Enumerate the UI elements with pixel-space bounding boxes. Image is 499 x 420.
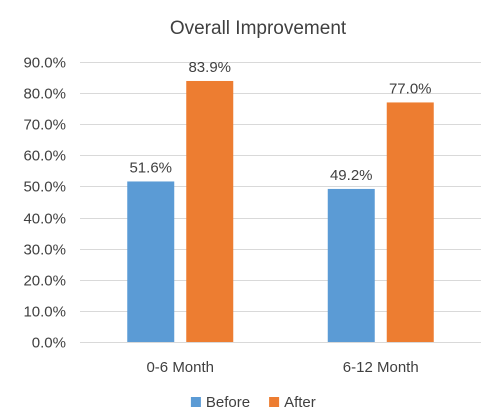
chart-title: Overall Improvement bbox=[170, 18, 347, 39]
legend-label-before: Before bbox=[206, 394, 250, 411]
y-tick-label: 40.0% bbox=[23, 211, 66, 228]
legend-label-after: After bbox=[284, 394, 316, 411]
y-tick-label: 90.0% bbox=[23, 55, 66, 72]
x-category-label: 0-6 Month bbox=[146, 359, 214, 376]
data-label: 51.6% bbox=[129, 159, 172, 176]
y-tick-label: 30.0% bbox=[23, 242, 66, 259]
bar-after-1 bbox=[186, 80, 234, 342]
legend: Before After bbox=[190, 394, 316, 411]
data-label: 49.2% bbox=[330, 167, 373, 184]
y-tick-label: 50.0% bbox=[23, 179, 66, 196]
y-tick-label: 70.0% bbox=[23, 117, 66, 134]
data-labels: 51.6% 83.9% 49.2% 77.0% bbox=[129, 59, 431, 184]
bars bbox=[127, 80, 434, 342]
legend-swatch-after bbox=[269, 397, 280, 407]
y-tick-label: 20.0% bbox=[23, 273, 66, 290]
y-tick-label: 0.0% bbox=[32, 335, 66, 352]
bar-before-1 bbox=[127, 181, 175, 342]
y-tick-label: 60.0% bbox=[23, 148, 66, 165]
data-label: 77.0% bbox=[389, 80, 432, 97]
data-label: 83.9% bbox=[188, 59, 231, 76]
y-tick-label: 80.0% bbox=[23, 86, 66, 103]
bar-after-2 bbox=[386, 102, 434, 342]
y-tick-label: 10.0% bbox=[23, 304, 66, 321]
legend-swatch-before bbox=[190, 397, 201, 407]
y-axis-ticks: 0.0% 10.0% 20.0% 30.0% 40.0% 50.0% 60.0% 70.0% 8… bbox=[23, 55, 66, 352]
x-axis-categories: 0-6 Month 6-12 Month bbox=[146, 359, 418, 376]
x-category-label: 6-12 Month bbox=[343, 359, 419, 376]
bar-before-2 bbox=[327, 188, 375, 342]
